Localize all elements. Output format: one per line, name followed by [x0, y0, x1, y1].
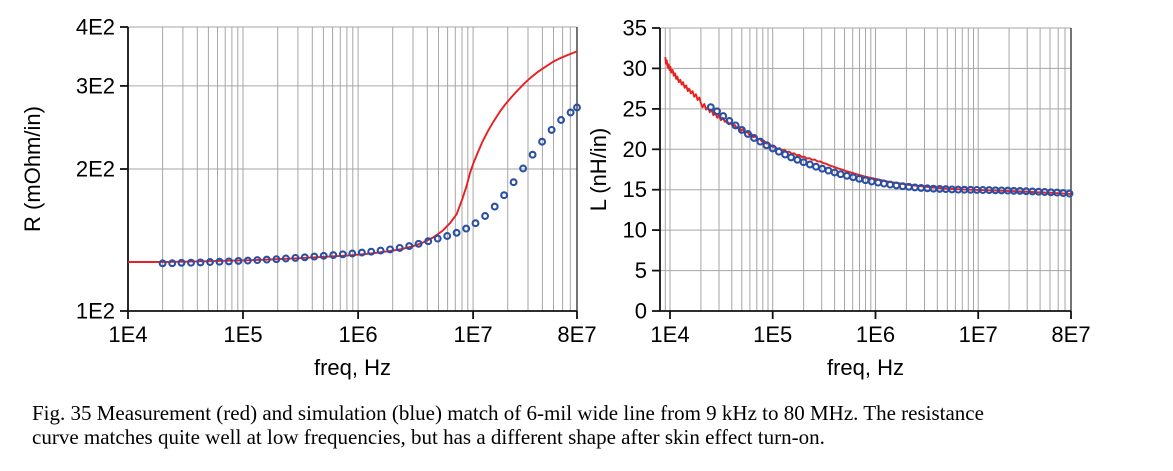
inductance-chart: 1E4 1E5 1E6 1E7 8E7 0 5 10 15 20 25 30 35 freq, Hz L (… — [586, 16, 1091, 381]
measurement-line — [128, 50, 578, 263]
x-tick-label: 8E7 — [557, 322, 596, 347]
x-tick-label: 1E7 — [454, 322, 493, 347]
x-tick-label: 1E4 — [650, 322, 689, 347]
caption-line-1: Fig. 35 Measurement (red) and simulation… — [32, 401, 984, 425]
y-tick-label: 15 — [623, 177, 647, 202]
charts-area: 1E4 1E5 1E6 1E7 8E7 1E2 2E2 3E2 4E2 freq, Hz R (mO… — [20, 15, 1091, 381]
y-tick-label: 25 — [623, 96, 647, 121]
x-tick-label: 1E7 — [959, 322, 998, 347]
x-axis-label: freq, Hz — [314, 355, 391, 380]
y-axis-label: L (nH/in) — [586, 128, 611, 212]
x-tick-label: 1E6 — [339, 322, 378, 347]
axes — [120, 26, 578, 319]
y-tick-label: 2E2 — [76, 157, 115, 182]
y-axis-label: R (mOhm/in) — [20, 106, 45, 232]
tick-labels: 1E4 1E5 1E6 1E7 8E7 1E2 2E2 3E2 4E2 — [76, 15, 597, 348]
y-tick-label: 10 — [623, 218, 647, 243]
gridlines — [660, 27, 1071, 311]
simulation-markers — [706, 103, 1074, 198]
y-tick-label: 5 — [635, 258, 647, 283]
y-tick-label: 4E2 — [76, 15, 115, 40]
x-tick-label: 1E6 — [856, 322, 895, 347]
x-tick-label: 1E5 — [753, 322, 792, 347]
y-tick-label: 30 — [623, 56, 647, 81]
y-tick-label: 35 — [623, 16, 647, 41]
y-tick-label: 3E2 — [76, 73, 115, 98]
x-tick-label: 1E5 — [223, 322, 262, 347]
tick-labels: 1E4 1E5 1E6 1E7 8E7 0 5 10 15 20 25 30 35 — [623, 16, 1091, 348]
resistance-chart: 1E4 1E5 1E6 1E7 8E7 1E2 2E2 3E2 4E2 freq, Hz R (mO… — [20, 15, 597, 381]
x-axis-label: freq, Hz — [827, 355, 904, 380]
x-tick-label: 8E7 — [1051, 322, 1090, 347]
y-tick-label: 20 — [623, 137, 647, 162]
caption-line-2: curve matches quite well at low frequenc… — [32, 425, 825, 449]
charts-canvas: 1E4 1E5 1E6 1E7 8E7 1E2 2E2 3E2 4E2 freq, Hz R (mO… — [20, 15, 1091, 381]
y-tick-label: 1E2 — [76, 299, 115, 324]
y-tick-label: 0 — [635, 299, 647, 324]
gridlines — [128, 26, 577, 311]
simulation-markers — [158, 103, 581, 268]
figure-caption: Fig. 35 Measurement (red) and simulation… — [32, 401, 1142, 449]
axes — [652, 27, 1072, 319]
x-tick-label: 1E4 — [108, 322, 147, 347]
measurement-line — [664, 56, 1072, 195]
